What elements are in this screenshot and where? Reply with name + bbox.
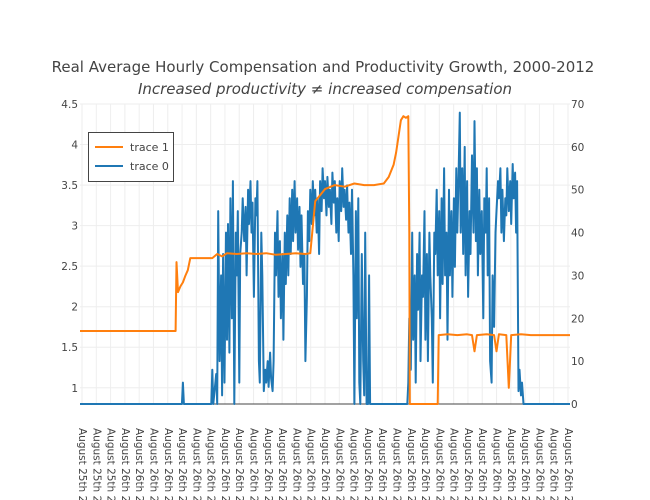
chart-subtitle: Increased productivity ≠ increased compe… <box>138 80 512 98</box>
y-left-tick-label: 2.5 <box>61 261 78 273</box>
y-right-tick-label: 40 <box>571 228 584 240</box>
y-left-tick-label: 4.5 <box>61 99 78 111</box>
x-tick-label: August 26th 2 <box>190 428 202 500</box>
chart-title: Real Average Hourly Compensation and Pro… <box>52 58 595 76</box>
y-left-tick-label: 1.5 <box>61 342 78 354</box>
y-right-tick-label: 10 <box>571 356 584 368</box>
x-tick-label: August 25th 2 <box>76 428 88 500</box>
y-right-tick-label: 70 <box>571 99 584 111</box>
x-tick-label: August 26th 2 <box>491 428 503 500</box>
y-left-tick-label: 4 <box>71 140 78 152</box>
y-right-tick-label: 0 <box>571 399 578 411</box>
x-tick-label: August 26th 2 <box>376 428 388 500</box>
x-tick-label: August 26th 2 <box>419 428 431 500</box>
y-left-tick-label: 3.5 <box>61 180 78 192</box>
y-gridlines <box>80 103 570 405</box>
x-tick-label: August 26th 2 <box>305 428 317 500</box>
x-tick-label: August 26th 2 <box>333 428 345 500</box>
y-left-tick-label: 3 <box>71 221 78 233</box>
y-left-tick-label: 1 <box>71 383 78 395</box>
x-tick-label: August 26th 2 <box>448 428 460 500</box>
y-axis-left: 1 1.5 2 2.5 3 3.5 4 4.5 <box>61 99 78 395</box>
series-line-trace-1 <box>80 115 570 405</box>
x-tick-label: August 26th 2 <box>147 428 159 500</box>
x-tick-label: August 26th 2 <box>248 428 260 500</box>
x-tick-label: August 26th 2 <box>519 428 531 500</box>
x-tick-label: August 26th 2 <box>390 428 402 500</box>
x-tick-label: August 26th 2 <box>433 428 445 500</box>
x-tick-label: August 26th 2 <box>533 428 545 500</box>
y-axis-right: 0 10 20 30 40 50 60 70 <box>571 99 584 411</box>
legend[interactable]: trace 1 trace 0 <box>88 132 174 182</box>
x-tick-label: August 26th 2 <box>205 428 217 500</box>
x-tick-label: August 26th 2 <box>290 428 302 500</box>
x-tick-label: August 26th 2 <box>176 428 188 500</box>
legend-box <box>88 132 174 182</box>
x-tick-label: August 26th 2 <box>362 428 374 500</box>
series-line-trace-0 <box>80 111 570 405</box>
x-tick-label: August 26th 2 <box>276 428 288 500</box>
legend-label-trace-0: trace 0 <box>130 160 169 173</box>
x-tick-label: August 26th 2 <box>476 428 488 500</box>
y-right-tick-label: 50 <box>571 185 584 197</box>
x-tick-label: August 26th 2 <box>562 428 574 500</box>
x-tick-label: August 26th 2 <box>133 428 145 500</box>
y-right-tick-label: 60 <box>571 142 584 154</box>
x-tick-label: August 25th 2 <box>105 428 117 500</box>
x-tick-label: August 26th 2 <box>162 428 174 500</box>
x-tick-label: August 25th 2 <box>90 428 102 500</box>
x-tick-label: August 26th 2 <box>319 428 331 500</box>
x-tick-label: August 26th 2 <box>348 428 360 500</box>
x-tick-label: August 26th 2 <box>462 428 474 500</box>
series-layer <box>80 111 570 405</box>
y-left-tick-label: 2 <box>71 302 78 314</box>
x-tick-label: August 26th 2 <box>233 428 245 500</box>
x-tick-label: August 26th 2 <box>405 428 417 500</box>
x-tick-label: August 26th 2 <box>219 428 231 500</box>
x-tick-label: August 26th 2 <box>119 428 131 500</box>
y-right-tick-label: 20 <box>571 313 584 325</box>
x-tick-label: August 26th 2 <box>262 428 274 500</box>
x-tick-label: August 26th 2 <box>505 428 517 500</box>
y-right-tick-label: 30 <box>571 270 584 282</box>
x-tick-label: August 26th 2 <box>548 428 560 500</box>
legend-label-trace-1: trace 1 <box>130 141 169 154</box>
